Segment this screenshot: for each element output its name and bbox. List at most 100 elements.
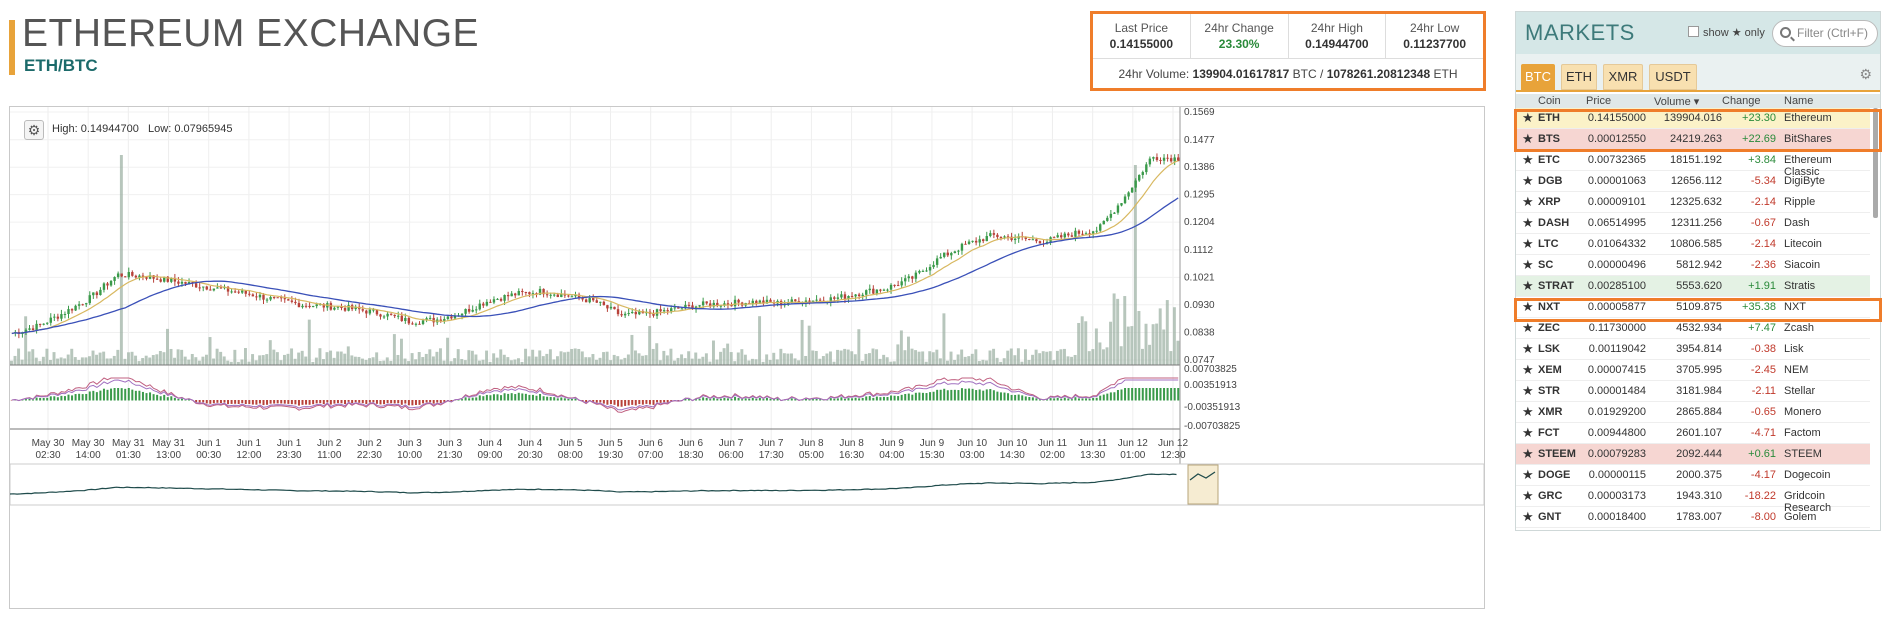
candle-body — [24, 329, 28, 333]
last-price-label: Last Price — [1114, 21, 1169, 35]
macd-hist-bar — [606, 400, 609, 405]
volume-bar — [1020, 361, 1024, 365]
market-price: 0.11730000 — [1588, 322, 1646, 334]
market-row-dgb[interactable]: ★ DGB 0.00001063 12656.112 -5.34 DigiByte — [1516, 171, 1870, 192]
col-price[interactable]: Price — [1586, 95, 1612, 107]
chart-settings-gear-icon[interactable]: ⚙ — [24, 120, 44, 140]
tab-btc[interactable]: BTC — [1521, 64, 1555, 90]
market-change: -2.45 — [1750, 364, 1776, 376]
market-row-xrp[interactable]: ★ XRP 0.00009101 12325.632 -2.14 Ripple — [1516, 192, 1870, 213]
star-icon[interactable]: ★ — [1522, 278, 1534, 293]
volume-bar — [197, 360, 201, 365]
tab-usdt[interactable]: USDT — [1649, 64, 1697, 90]
star-icon[interactable]: ★ — [1522, 257, 1534, 272]
market-row-etc[interactable]: ★ ETC 0.00732365 18151.192 +3.84 Ethereum Cla… — [1516, 150, 1870, 178]
macd-hist-bar — [266, 400, 269, 405]
volume-bar — [1130, 326, 1134, 365]
volume-bar — [350, 355, 354, 365]
star-icon[interactable]: ★ — [1522, 110, 1534, 125]
show-starred-toggle[interactable]: show ★ only — [1688, 26, 1765, 39]
candle-body — [152, 275, 155, 279]
macd-hist-bar — [975, 390, 978, 401]
markets-filter-input[interactable]: Filter (Ctrl+F) — [1772, 20, 1878, 47]
markets-scrollbar[interactable] — [1873, 108, 1878, 218]
macd-hist-bar — [1063, 397, 1066, 401]
col-name[interactable]: Name — [1784, 95, 1814, 107]
market-row-steem[interactable]: ★ STEEM 0.00079283 2092.444 +0.61 STEEM — [1516, 444, 1870, 465]
market-row-zec[interactable]: ★ ZEC 0.11730000 4532.934 +7.47 Zcash — [1516, 318, 1870, 339]
star-icon[interactable]: ★ — [1522, 404, 1534, 419]
macd-hist-bar — [1159, 388, 1162, 401]
candle-body — [854, 294, 857, 297]
star-icon[interactable]: ★ — [1522, 446, 1534, 461]
tab-eth[interactable]: ETH — [1561, 64, 1597, 90]
volume-bar — [1070, 356, 1074, 365]
volume-bar — [641, 355, 645, 365]
x-tick-time: 11:00 — [317, 450, 342, 461]
x-tick-date: Jun 11 — [1078, 438, 1108, 449]
macd-hist-bar — [422, 400, 425, 404]
star-icon[interactable]: ★ — [1522, 341, 1534, 356]
market-row-dash[interactable]: ★ DASH 0.06514995 12311.256 -0.67 Dash — [1516, 213, 1870, 234]
market-volume: 2865.884 — [1676, 406, 1722, 418]
show-starred-checkbox[interactable] — [1688, 26, 1699, 37]
star-icon[interactable]: ★ — [1522, 215, 1534, 230]
market-row-xem[interactable]: ★ XEM 0.00007415 3705.995 -2.45 NEM — [1516, 360, 1870, 381]
star-icon[interactable]: ★ — [1522, 194, 1534, 209]
chart-canvas[interactable]: 0.1569 0.1477 0.1386 0.1295 0.1204 0.1112 0.10… — [10, 107, 1486, 610]
star-icon[interactable]: ★ — [1522, 299, 1534, 314]
volume-bar — [66, 354, 70, 365]
volume-bar — [1073, 354, 1077, 365]
col-coin[interactable]: Coin — [1538, 95, 1561, 107]
market-row-sc[interactable]: ★ SC 0.00000496 5812.942 -2.36 Siacoin — [1516, 255, 1870, 276]
markets-settings-gear-icon[interactable]: ⚙ — [1859, 66, 1872, 82]
star-icon[interactable]: ★ — [1522, 320, 1534, 335]
candle-body — [886, 289, 889, 291]
market-price: 0.00003173 — [1587, 490, 1646, 502]
price-chart[interactable]: 0.1569 0.1477 0.1386 0.1295 0.1204 0.1112 0.10… — [9, 106, 1485, 609]
market-row-str[interactable]: ★ STR 0.00001484 3181.984 -2.11 Stellar — [1516, 381, 1870, 402]
market-row-ltc[interactable]: ★ LTC 0.01064332 10806.585 -2.14 Litecoin — [1516, 234, 1870, 255]
volume-bar — [967, 356, 971, 365]
candle-body — [400, 315, 403, 321]
volume-bar — [148, 357, 152, 365]
tab-xmr[interactable]: XMR — [1603, 64, 1643, 90]
market-row-lsk[interactable]: ★ LSK 0.00119042 3954.814 -0.38 Lisk — [1516, 339, 1870, 360]
market-name: Dash — [1784, 217, 1810, 229]
market-row-fct[interactable]: ★ FCT 0.00944800 2601.107 -4.71 Factom — [1516, 423, 1870, 444]
star-icon[interactable]: ★ — [1522, 425, 1534, 440]
market-row-grc[interactable]: ★ GRC 0.00003173 1943.310 -18.22 Gridcoin Res… — [1516, 486, 1870, 514]
col-volume[interactable]: Volume ▾ — [1654, 96, 1700, 108]
star-icon[interactable]: ★ — [1522, 509, 1534, 524]
macd-hist-bar — [819, 399, 822, 401]
volume-bar — [52, 352, 56, 365]
macd-hist-bar — [1095, 397, 1098, 401]
candle-body — [375, 309, 379, 315]
market-coin: XRP — [1538, 196, 1561, 208]
macd-line — [11, 377, 1179, 413]
market-row-xmr[interactable]: ★ XMR 0.01929200 2865.884 -0.65 Monero — [1516, 402, 1870, 423]
star-icon[interactable]: ★ — [1522, 383, 1534, 398]
price-tick-label: 0.1477 — [1184, 135, 1215, 146]
candle-body — [1081, 233, 1084, 235]
x-tick-date: Jun 12 — [1158, 438, 1188, 449]
volume-bar — [768, 359, 772, 365]
star-icon[interactable]: ★ — [1522, 152, 1534, 167]
volume-bar — [364, 359, 368, 365]
market-row-nxt[interactable]: ★ NXT 0.00005877 5109.875 +35.38 NXT — [1516, 297, 1870, 318]
star-icon[interactable]: ★ — [1522, 467, 1534, 482]
col-change[interactable]: Change — [1722, 95, 1761, 107]
star-icon[interactable]: ★ — [1522, 131, 1534, 146]
market-row-strat[interactable]: ★ STRAT 0.00285100 5553.620 +1.91 Stratis — [1516, 276, 1870, 297]
market-row-bts[interactable]: ★ BTS 0.00012550 24219.263 +22.69 BitShares — [1516, 129, 1870, 150]
market-row-gnt[interactable]: ★ GNT 0.00018400 1783.007 -8.00 Golem — [1516, 507, 1870, 528]
star-icon[interactable]: ★ — [1522, 236, 1534, 251]
volume-bar — [790, 353, 793, 365]
star-icon[interactable]: ★ — [1522, 488, 1534, 503]
candle-body — [691, 305, 694, 310]
x-tick-time: 02:30 — [35, 450, 60, 461]
star-icon[interactable]: ★ — [1522, 362, 1534, 377]
market-row-eth[interactable]: ★ ETH 0.14155000 139904.016 +23.30 Ethereum — [1516, 108, 1870, 129]
market-row-doge[interactable]: ★ DOGE 0.00000115 2000.375 -4.17 Dogecoin — [1516, 465, 1870, 486]
star-icon[interactable]: ★ — [1522, 173, 1534, 188]
